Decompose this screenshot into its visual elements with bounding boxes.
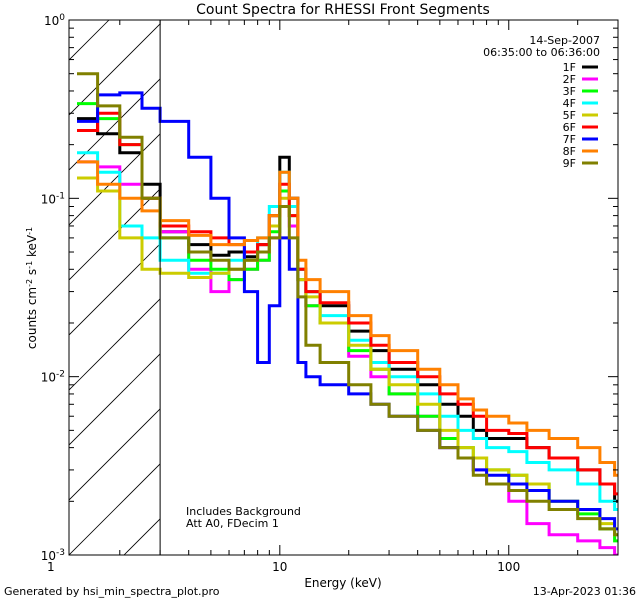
footer-generated-by: Generated by hsi_min_spectra_plot.pro [4,585,220,598]
y-label-part-b: s [25,269,39,279]
legend-label: 6F [563,121,576,134]
y-axis: 10-3 10-2 10-1 100 [41,13,618,563]
x-tick-label: 1 [47,560,55,574]
series-line-5F [77,176,618,537]
hatch-line [69,353,161,446]
y-tick-label: 10-1 [41,191,65,206]
legend-label: 9F [563,157,576,170]
series-line-7F [77,91,618,531]
legend-label: 4F [563,97,576,110]
y-label-sup-a: -2 [25,279,34,287]
plot-frame [68,19,619,556]
hatch-line [69,78,161,171]
legend-label: 2F [563,73,576,86]
y-axis-label: counts cm-2 s-1 keV-1 [25,227,40,349]
hatch-line [69,298,161,391]
hatch-line [289,20,640,555]
x-tick-label: 10 [272,560,287,574]
y-label-sup-c: -1 [25,227,34,235]
annotation-background: Includes Background [186,505,301,518]
legend-label: 1F [563,61,576,74]
series-line-9F [77,72,618,537]
x-tick-label: 100 [497,560,520,574]
hatch-region [69,20,640,555]
time-range-label: 06:35:00 to 06:36:00 [483,46,600,59]
hatch-line [69,408,161,501]
legend-label: 8F [563,145,576,158]
hatch-line [69,463,161,555]
y-label-sup-b: -1 [25,261,34,269]
legend-label: 5F [563,109,576,122]
series-line-8F [77,160,618,477]
x-axis-label: Energy (keV) [304,576,381,590]
date-label: 14-Sep-2007 [529,34,600,47]
y-tick-label: 100 [44,13,65,28]
chart-title: Count Spectra for RHESSI Front Segments [196,2,490,18]
series-group [77,72,618,555]
y-tick-label: 10-3 [41,548,65,563]
footer-timestamp: 13-Apr-2023 01:36 [533,585,636,598]
hatch-line [69,23,161,116]
legend-label: 7F [563,133,576,146]
y-label-part-a: counts cm [25,287,39,349]
hatch-line [69,20,110,61]
y-tick-label: 10-2 [41,370,65,385]
hatch-line [69,133,161,226]
annotation-attenuator: Att A0, FDecim 1 [186,517,279,530]
y-label-part-c: keV [25,234,39,261]
hatch-line [69,243,161,336]
series-line-2F [77,160,618,555]
legend-label: 3F [563,85,576,98]
